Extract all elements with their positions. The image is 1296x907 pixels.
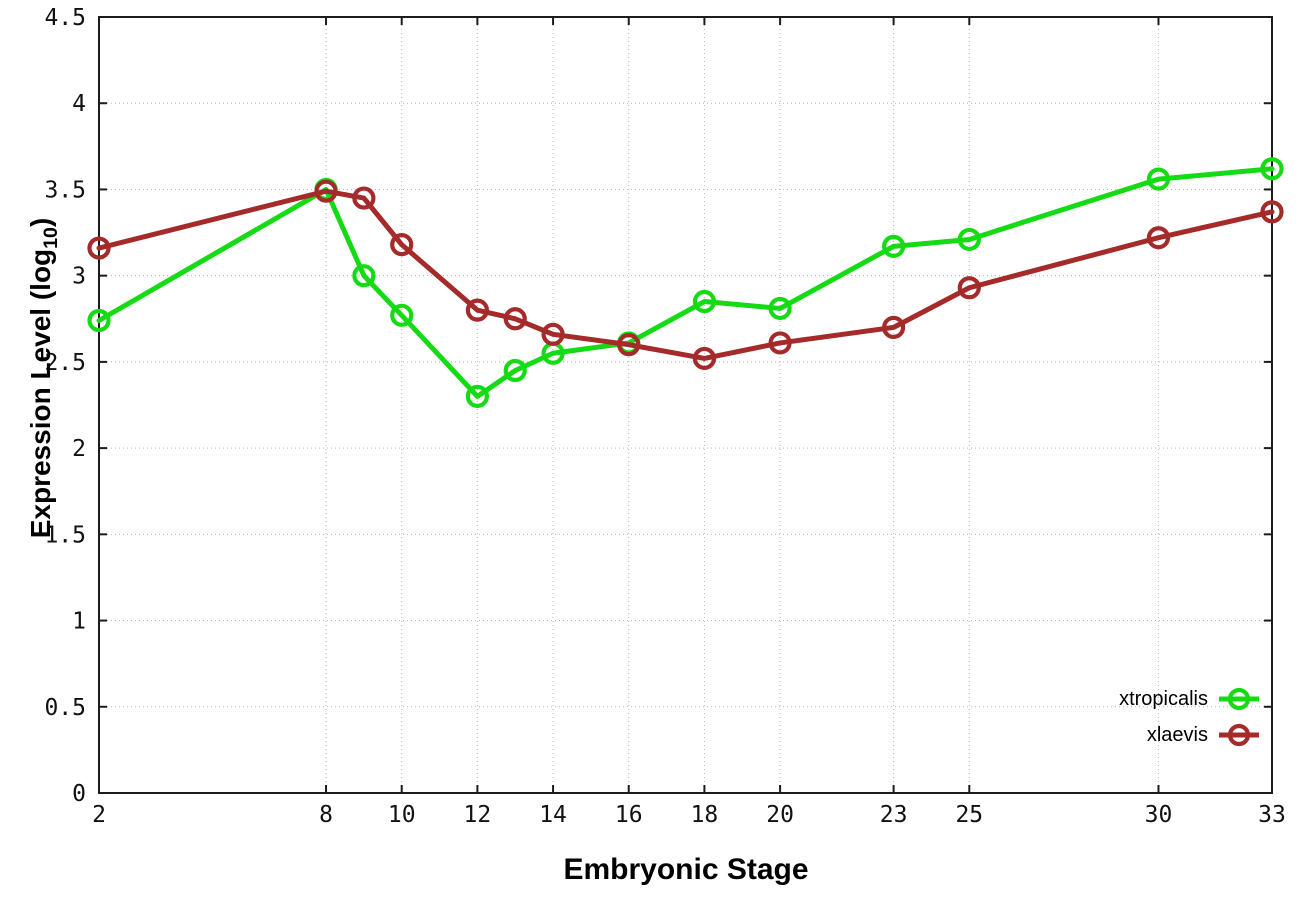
y-tick-label: 1.5: [44, 522, 86, 548]
y-tick-label: 3: [72, 264, 86, 290]
series-xlaevis-point: [314, 179, 338, 203]
series-xlaevis-point: [465, 298, 489, 322]
plot-border: [98, 16, 1273, 794]
y-tick-label: 4: [72, 91, 86, 117]
legend-entry-xlaevis: xlaevis: [1147, 720, 1262, 750]
series-xlaevis-point: [503, 307, 527, 331]
y-tick-label: 4.5: [44, 5, 86, 31]
legend-label-xlaevis: xlaevis: [1146, 723, 1208, 746]
x-axis-title: Embryonic Stage: [563, 853, 809, 886]
y-tick-label: 2: [72, 436, 86, 462]
y-tick-label: 2.5: [44, 350, 86, 376]
legend-entry-xtropicalis: xtropicalis: [1119, 684, 1262, 714]
y-tick-label: 1: [72, 609, 86, 635]
series-xlaevis-point: [882, 315, 906, 339]
y-axis-title-suffix: ): [25, 217, 57, 228]
series-xtropicalis-point: [768, 296, 792, 321]
x-tick-label: 12: [464, 802, 492, 828]
series-xlaevis-point: [692, 346, 717, 371]
y-tick-label: 0: [72, 781, 86, 807]
y-axis-title-text: Expression Level (log: [25, 248, 57, 539]
x-tick-label: 14: [539, 802, 567, 828]
legend-label-xtropicalis: xtropicalis: [1119, 687, 1208, 710]
series-xtropicalis-point: [882, 234, 906, 258]
x-tick-label: 30: [1145, 802, 1173, 828]
series-xtropicalis-point: [957, 227, 981, 252]
series-xtropicalis-point: [692, 289, 717, 314]
legend: xtropicalis xlaevis: [1119, 684, 1262, 750]
y-tick-label: 3.5: [44, 177, 86, 203]
x-tick-label: 10: [388, 802, 416, 828]
x-tick-label: 18: [691, 802, 719, 828]
series-xlaevis-point: [768, 331, 792, 355]
x-tick-label: 2: [92, 802, 106, 828]
series-xlaevis-point: [390, 233, 414, 257]
series-xlaevis-point: [1260, 200, 1284, 224]
series-xtropicalis-point: [1146, 167, 1171, 191]
series-xtropicalis-point: [503, 358, 527, 383]
series-xtropicalis-point: [390, 303, 414, 327]
series-xtropicalis-point: [465, 384, 489, 408]
y-axis-title-subscript: 10: [39, 227, 62, 249]
series-xlaevis-point: [617, 333, 641, 357]
legend-marker-xtropicalis-icon: [1219, 687, 1259, 711]
legend-marker-xlaevis-icon: [1219, 723, 1259, 747]
series-xlaevis-point: [87, 236, 111, 260]
series-xtropicalis-point: [87, 308, 111, 333]
series-xlaevis-point: [541, 322, 565, 346]
series-xlaevis-point: [1146, 226, 1171, 250]
series-xtropicalis-point: [1260, 157, 1284, 181]
y-axis-title: Expression Level (log10): [25, 218, 63, 539]
x-tick-label: 16: [615, 802, 643, 828]
x-tick-label: 20: [766, 802, 794, 828]
x-tick-label: 33: [1258, 802, 1286, 828]
x-tick-label: 8: [319, 802, 333, 828]
series-xlaevis-point: [957, 276, 981, 300]
x-tick-label: 23: [880, 802, 908, 828]
series-xlaevis-point: [352, 186, 376, 210]
y-tick-label: 0.5: [44, 695, 86, 721]
x-tick-label: 25: [955, 802, 983, 828]
series-xtropicalis-point: [352, 264, 376, 288]
